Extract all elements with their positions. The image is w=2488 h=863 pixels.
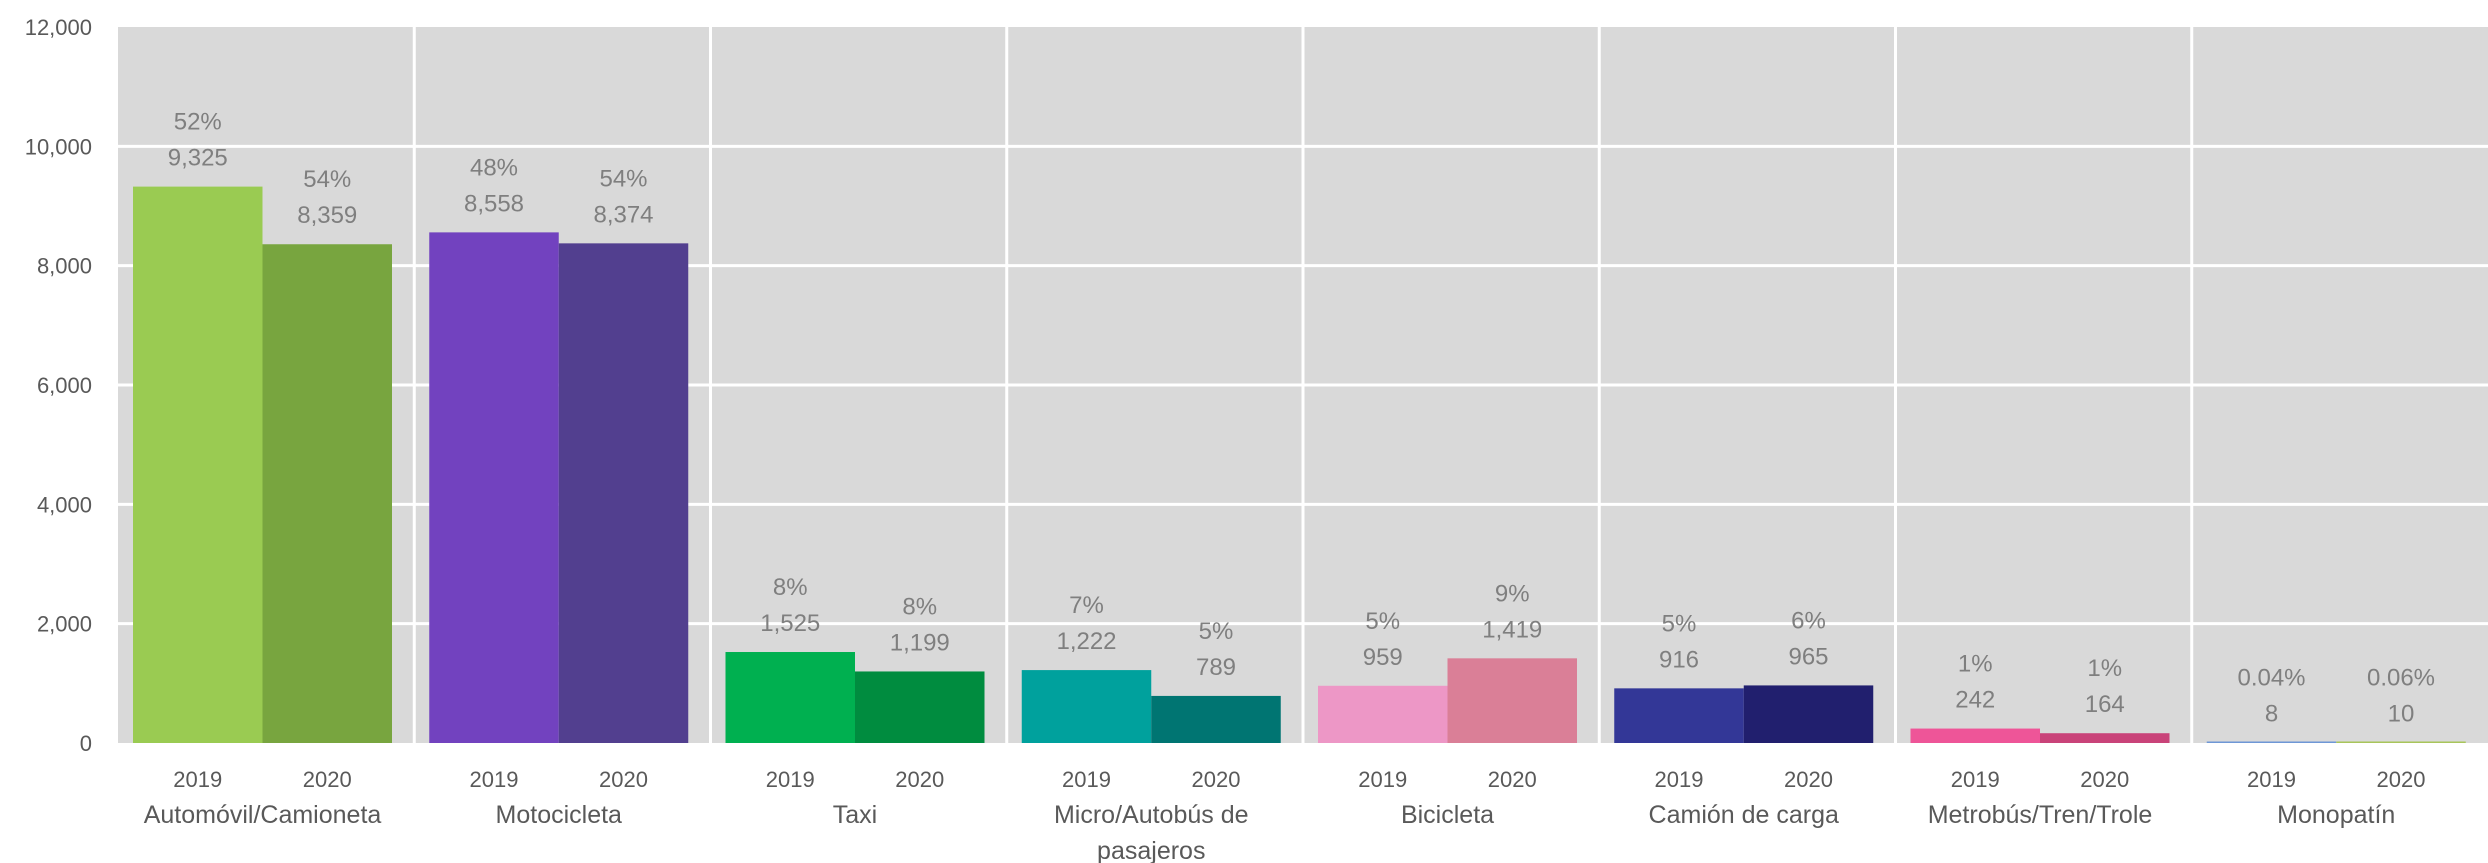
- year-tick-label: 2019: [1655, 767, 1704, 792]
- y-axis-tick-labels: 0 2,000 4,000 6,000 8,000 10,000 12,000: [25, 15, 92, 756]
- bar: [2206, 741, 2337, 743]
- bar: [1614, 688, 1744, 743]
- bar: [1151, 695, 1281, 743]
- bar: [1447, 658, 1577, 743]
- y-tick-label: 12,000: [25, 15, 92, 40]
- value-label: 9,325: [168, 145, 228, 172]
- year-tick-label: 2020: [1192, 767, 1241, 792]
- y-tick-label: 6,000: [37, 373, 92, 398]
- year-tick-label: 2019: [2247, 767, 2296, 792]
- category-label: Bicicleta: [1401, 801, 1494, 829]
- year-tick-label: 2019: [173, 767, 222, 792]
- percent-label: 7%: [1069, 592, 1104, 619]
- percent-label: 0.04%: [2237, 665, 2305, 692]
- y-tick-label: 0: [80, 731, 92, 756]
- category-label: Automóvil/Camioneta: [144, 801, 382, 829]
- bar: [855, 671, 985, 743]
- year-tick-label: 2020: [2377, 767, 2426, 792]
- bars: [133, 186, 2466, 744]
- year-tick-label: 2020: [895, 767, 944, 792]
- data-labels: 9,325 52% 8,359 54% 8,558 48% 8,374 54% 1,525 8% 1…: [168, 109, 2435, 728]
- percent-label: 54%: [303, 166, 351, 193]
- y-tick-label: 2,000: [37, 612, 92, 637]
- percent-label: 1%: [2087, 655, 2122, 682]
- value-label: 164: [2085, 691, 2125, 718]
- percent-label: 48%: [470, 154, 518, 181]
- category-separators: [412, 27, 2194, 743]
- value-label: 8,558: [464, 190, 524, 217]
- value-label: 1,199: [890, 629, 950, 656]
- year-tick-label: 2020: [1784, 767, 1833, 792]
- category-label: Motocicleta: [496, 801, 623, 829]
- percent-label: 5%: [1365, 608, 1400, 635]
- value-label: 1,222: [1056, 628, 1116, 655]
- percent-label: 8%: [902, 593, 937, 620]
- year-tick-label: 2020: [303, 767, 352, 792]
- percent-label: 9%: [1495, 580, 1530, 607]
- category-label: Micro/Autobús de: [1054, 801, 1249, 829]
- y-tick-label: 10,000: [25, 134, 92, 159]
- y-tick-label: 4,000: [37, 492, 92, 517]
- value-label: 965: [1788, 643, 1828, 670]
- bar: [2040, 733, 2170, 743]
- y-tick-label: 8,000: [37, 254, 92, 279]
- percent-label: 1%: [1958, 651, 1993, 678]
- year-tick-label: 2019: [1951, 767, 2000, 792]
- bar: [262, 244, 392, 743]
- value-label: 8,374: [593, 201, 653, 228]
- x-axis-labels: 2019 2020 Automóvil/Camioneta 2019 2020 Motoc…: [144, 767, 2426, 863]
- value-label: 959: [1363, 644, 1403, 671]
- value-label: 1,419: [1482, 616, 1542, 643]
- percent-label: 5%: [1662, 610, 1697, 637]
- value-label: 8,359: [297, 202, 357, 229]
- year-tick-label: 2020: [599, 767, 648, 792]
- percent-label: 54%: [599, 165, 647, 192]
- value-label: 1,525: [760, 610, 820, 637]
- year-tick-label: 2019: [1062, 767, 1111, 792]
- bar: [558, 243, 689, 744]
- percent-label: 5%: [1199, 618, 1234, 645]
- value-label: 10: [2388, 700, 2415, 727]
- category-label: pasajeros: [1097, 837, 1205, 863]
- bar: [429, 232, 559, 743]
- bar: [133, 186, 263, 743]
- year-tick-label: 2019: [470, 767, 519, 792]
- percent-label: 0.06%: [2367, 664, 2435, 691]
- category-label: Taxi: [833, 801, 877, 829]
- bar: [2336, 741, 2466, 743]
- percent-label: 8%: [773, 574, 808, 601]
- category-label: Camión de carga: [1649, 801, 1839, 829]
- category-label: Monopatín: [2277, 801, 2395, 829]
- percent-label: 6%: [1791, 607, 1826, 634]
- value-label: 8: [2265, 701, 2278, 728]
- year-tick-label: 2020: [1488, 767, 1537, 792]
- value-label: 916: [1659, 646, 1699, 673]
- year-tick-label: 2019: [1358, 767, 1407, 792]
- bar: [1910, 728, 2040, 743]
- percent-label: 52%: [174, 109, 222, 136]
- year-tick-label: 2020: [2080, 767, 2129, 792]
- year-tick-label: 2019: [766, 767, 815, 792]
- value-label: 789: [1196, 654, 1236, 681]
- bar: [1021, 670, 1152, 743]
- bar: [1743, 685, 1874, 743]
- category-label: Metrobús/Tren/Trole: [1928, 801, 2153, 829]
- bar: [1318, 685, 1448, 743]
- value-label: 242: [1955, 687, 1995, 714]
- bar: [725, 652, 855, 743]
